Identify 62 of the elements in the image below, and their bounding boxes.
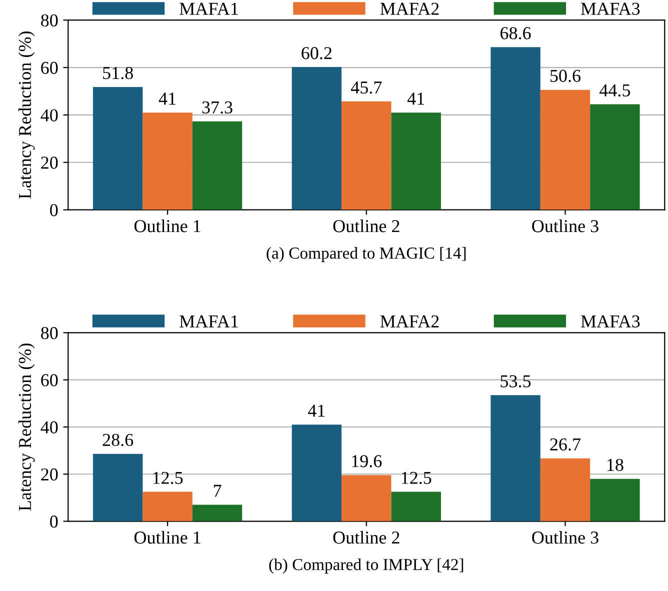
bar xyxy=(490,395,540,522)
data-label: 51.8 xyxy=(103,66,133,80)
bar xyxy=(590,478,640,522)
bar xyxy=(490,47,540,210)
legend-label: MAFA3 xyxy=(581,315,640,328)
x-tick-label: Outline 3 xyxy=(532,220,598,232)
data-label: 45.7 xyxy=(350,82,382,94)
data-label: 68.6 xyxy=(500,27,531,40)
data-label: 41 xyxy=(158,92,176,105)
x-tick-label: Outline 1 xyxy=(134,220,200,232)
x-tick-label: Outline 2 xyxy=(333,530,400,544)
bar xyxy=(142,112,192,210)
data-label: 12.5 xyxy=(402,472,432,484)
data-label: 28.6 xyxy=(102,434,134,446)
data-label: 7 xyxy=(214,484,222,497)
bar xyxy=(590,104,640,210)
data-label: 12.5 xyxy=(153,472,183,484)
data-label: 53.5 xyxy=(500,375,531,388)
legend-label: MAFA3 xyxy=(581,2,640,15)
bar xyxy=(142,492,192,522)
y-tick-label: 60 xyxy=(41,62,58,74)
data-label: 60.2 xyxy=(302,47,332,60)
bar xyxy=(391,112,441,210)
data-label: 19.6 xyxy=(352,455,382,468)
y-axis-title: Latency Reduction (%) xyxy=(18,32,35,199)
data-label: 18 xyxy=(608,458,624,472)
y-tick-label: 80 xyxy=(41,14,58,27)
data-label: 26.7 xyxy=(550,438,581,451)
data-label: 50.6 xyxy=(550,70,580,82)
y-tick-label: 40 xyxy=(40,109,58,122)
y-tick-label: 20 xyxy=(41,468,58,481)
x-axis-title: (a) Compared to MAGIC [14] xyxy=(266,247,466,262)
x-tick-label: Outline 1 xyxy=(134,530,200,544)
bar xyxy=(391,492,441,522)
legend-label: MAFA2 xyxy=(380,2,439,15)
bar xyxy=(192,504,242,522)
bar xyxy=(192,121,242,210)
legend-label: MAFA1 xyxy=(180,2,238,15)
bar xyxy=(92,86,143,210)
data-label: 44.5 xyxy=(600,84,630,97)
legend-label: MAFA1 xyxy=(180,315,238,328)
y-tick-label: 60 xyxy=(41,374,58,386)
bar xyxy=(292,67,342,210)
x-axis-title: (b) Compared to IMPLY [42] xyxy=(269,558,464,574)
bar xyxy=(292,424,342,522)
legend-label: MAFA2 xyxy=(380,315,439,328)
data-label: 41 xyxy=(407,92,424,105)
y-tick-label: 40 xyxy=(40,421,58,434)
bar xyxy=(540,90,590,210)
x-tick-label: Outline 2 xyxy=(333,220,400,232)
bar xyxy=(342,475,392,522)
y-tick-label: 0 xyxy=(50,516,58,528)
bar xyxy=(92,454,143,522)
data-label: 37.3 xyxy=(202,101,232,114)
bar xyxy=(342,101,392,210)
y-tick-label: 80 xyxy=(41,326,58,340)
y-tick-label: 0 xyxy=(50,204,58,216)
bar xyxy=(540,458,590,522)
x-tick-label: Outline 3 xyxy=(532,530,598,544)
y-axis-title: Latency Reduction (%) xyxy=(18,344,35,511)
y-tick-label: 20 xyxy=(41,156,58,169)
data-label: 41 xyxy=(308,404,325,417)
